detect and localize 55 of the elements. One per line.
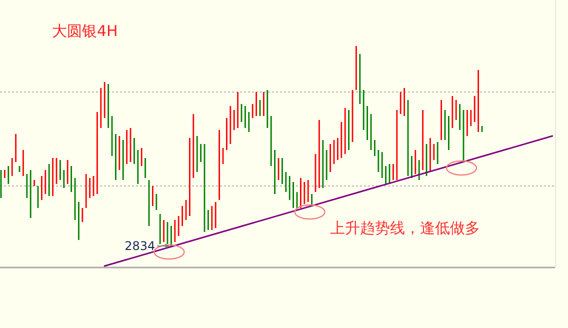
candlestick (104, 82, 106, 118)
candlestick (474, 96, 476, 122)
candlestick (304, 182, 306, 204)
candlestick (211, 206, 213, 230)
annotation: 2834 (124, 239, 156, 253)
candlestick (214, 202, 216, 228)
candlestick (288, 176, 290, 200)
candlestick (82, 208, 84, 222)
candlestick (85, 174, 87, 208)
candlestick (270, 116, 272, 166)
candlestick (359, 54, 361, 104)
candlestick (322, 140, 324, 188)
annotation: 上升趋势线，逢低做多 (330, 219, 480, 237)
candlestick (400, 92, 402, 114)
candlestick (230, 106, 232, 144)
candlestick (452, 96, 454, 128)
candlestick (196, 136, 198, 172)
candlestick (455, 100, 457, 120)
candlestick (44, 170, 46, 194)
candlestick (30, 170, 32, 218)
candlestick (418, 160, 420, 180)
candlestick (378, 150, 380, 172)
candlestick (156, 194, 158, 210)
candlestick (233, 110, 235, 130)
candlestick (436, 142, 438, 164)
candlestick (174, 220, 176, 242)
candlestick (66, 160, 68, 184)
chart-title: 大圆银4H (52, 22, 118, 40)
candlestick (118, 136, 120, 170)
candlestick (140, 148, 142, 166)
candlestick (433, 144, 435, 160)
candlestick (122, 140, 124, 180)
candlestick (396, 110, 398, 180)
candlestick (285, 172, 287, 192)
candlestick (362, 90, 364, 130)
candlestick (307, 180, 309, 202)
candlestick (340, 122, 342, 158)
candlestick (63, 170, 65, 188)
candlestick (137, 150, 139, 184)
candlestick (159, 214, 161, 244)
candlestick (248, 112, 250, 132)
candlestick (381, 152, 383, 178)
candlestick (266, 90, 268, 128)
candlestick (8, 166, 10, 184)
candlestick (252, 104, 254, 118)
candlestick (26, 174, 28, 198)
candlestick (326, 150, 328, 180)
candlestick (100, 88, 102, 128)
candlestick (48, 164, 50, 196)
candlestick (414, 150, 416, 174)
candlestick (192, 114, 194, 178)
candlestick (470, 110, 472, 126)
candlestick (11, 158, 13, 176)
candlestick (344, 108, 346, 154)
candlestick (178, 216, 180, 236)
